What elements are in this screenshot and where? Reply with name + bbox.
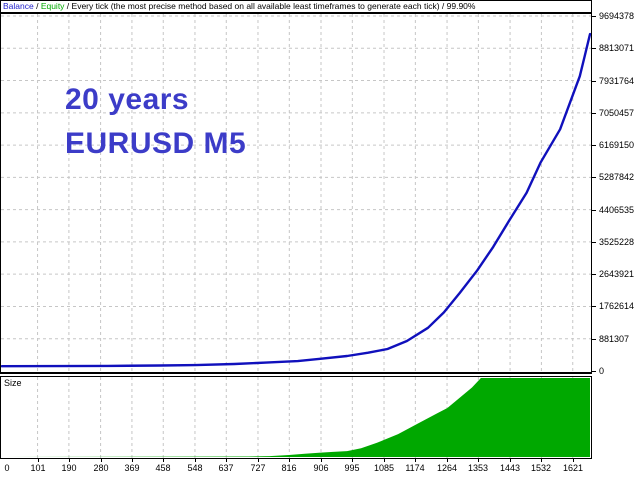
x-axis-label: 1353 xyxy=(467,463,489,473)
size-plot-area: Size xyxy=(0,376,592,459)
y-axis-tick xyxy=(592,16,596,17)
x-axis-tick xyxy=(352,459,353,462)
y-axis-label: 9694378 xyxy=(599,11,635,21)
y-axis-tick xyxy=(592,339,596,340)
y-axis-label: 2643921 xyxy=(599,269,635,279)
annotation-line2: EURUSD M5 xyxy=(65,127,247,160)
x-axis-tick xyxy=(132,459,133,462)
x-axis-tick xyxy=(510,459,511,462)
y-axis-tick xyxy=(592,145,596,146)
x-axis-label: 369 xyxy=(124,463,140,473)
equity-legend-label: Equity xyxy=(40,1,65,11)
x-axis-tick xyxy=(384,459,385,462)
y-axis-tick xyxy=(592,113,596,114)
y-axis-label: 5287842 xyxy=(599,172,635,182)
x-axis-tick xyxy=(258,459,259,462)
y-axis-label: 8813071 xyxy=(599,43,635,53)
y-axis-label: 6169150 xyxy=(599,140,635,150)
x-axis-label: 1532 xyxy=(530,463,552,473)
size-panel-label: Size xyxy=(4,378,22,388)
x-axis-label: 1443 xyxy=(499,463,521,473)
x-axis-tick xyxy=(541,459,542,462)
size-bars-svg xyxy=(2,377,590,458)
x-axis-tick xyxy=(447,459,448,462)
y-axis-tick xyxy=(592,242,596,243)
x-axis-tick xyxy=(101,459,102,462)
header-separator: / xyxy=(33,1,41,11)
y-axis-label: 7050457 xyxy=(599,108,635,118)
y-axis-tick xyxy=(592,81,596,82)
balance-legend-label: Balance xyxy=(3,1,34,11)
x-axis-tick xyxy=(226,459,227,462)
y-axis-labels: 0 881307 1762614 2643921 3525228 4406535 52878… xyxy=(592,0,640,480)
x-axis-label: 190 xyxy=(61,463,77,473)
x-axis-label: 1085 xyxy=(373,463,395,473)
x-axis-label: 1264 xyxy=(436,463,458,473)
x-axis-tick xyxy=(69,459,70,462)
x-axis-tick xyxy=(321,459,322,462)
x-axis-label: 548 xyxy=(187,463,203,473)
y-axis-label: 881307 xyxy=(599,334,630,344)
y-axis-tick xyxy=(592,371,596,372)
y-axis-label: 1762614 xyxy=(599,301,635,311)
y-axis-tick xyxy=(592,274,596,275)
x-axis-label: 1621 xyxy=(562,463,584,473)
y-axis-label: 3525228 xyxy=(599,237,635,247)
y-axis-label: 0 xyxy=(599,366,605,376)
x-axis-tick xyxy=(195,459,196,462)
x-axis-label: 727 xyxy=(250,463,266,473)
y-axis-tick xyxy=(592,210,596,211)
x-axis-label: 816 xyxy=(281,463,297,473)
y-axis-label: 7931764 xyxy=(599,76,635,86)
graph-header: Balance / Equity / Every tick (the most … xyxy=(0,0,592,13)
modelling-method-text: / Every tick (the most precise method ba… xyxy=(64,1,476,11)
balance-curve-svg xyxy=(1,14,591,372)
x-axis-label: 101 xyxy=(30,463,46,473)
y-axis-tick xyxy=(592,306,596,307)
x-axis-label: 906 xyxy=(313,463,329,473)
y-axis-tick xyxy=(592,177,596,178)
x-axis-tick xyxy=(163,459,164,462)
y-axis-label: 4406535 xyxy=(599,205,635,215)
x-axis-tick xyxy=(415,459,416,462)
x-axis-label: 0 xyxy=(4,463,10,473)
x-axis-labels: 0 101 190 280 369 458 548 637 727 816 906 995 1085 11… xyxy=(0,459,640,480)
annotation-line1: 20 years xyxy=(65,83,190,116)
x-axis-tick xyxy=(289,459,290,462)
x-axis-label: 1174 xyxy=(405,463,425,473)
x-axis-tick xyxy=(478,459,479,462)
x-axis-tick xyxy=(573,459,574,462)
x-axis-label: 280 xyxy=(93,463,109,473)
x-axis-tick xyxy=(38,459,39,462)
x-axis-label: 637 xyxy=(218,463,234,473)
x-axis-label: 458 xyxy=(155,463,171,473)
balance-plot-area: 20 years EURUSD M5 xyxy=(0,13,592,374)
chart-annotation: 20 years EURUSD M5 xyxy=(65,78,246,166)
x-axis-label: 995 xyxy=(344,463,360,473)
y-axis-tick xyxy=(592,48,596,49)
